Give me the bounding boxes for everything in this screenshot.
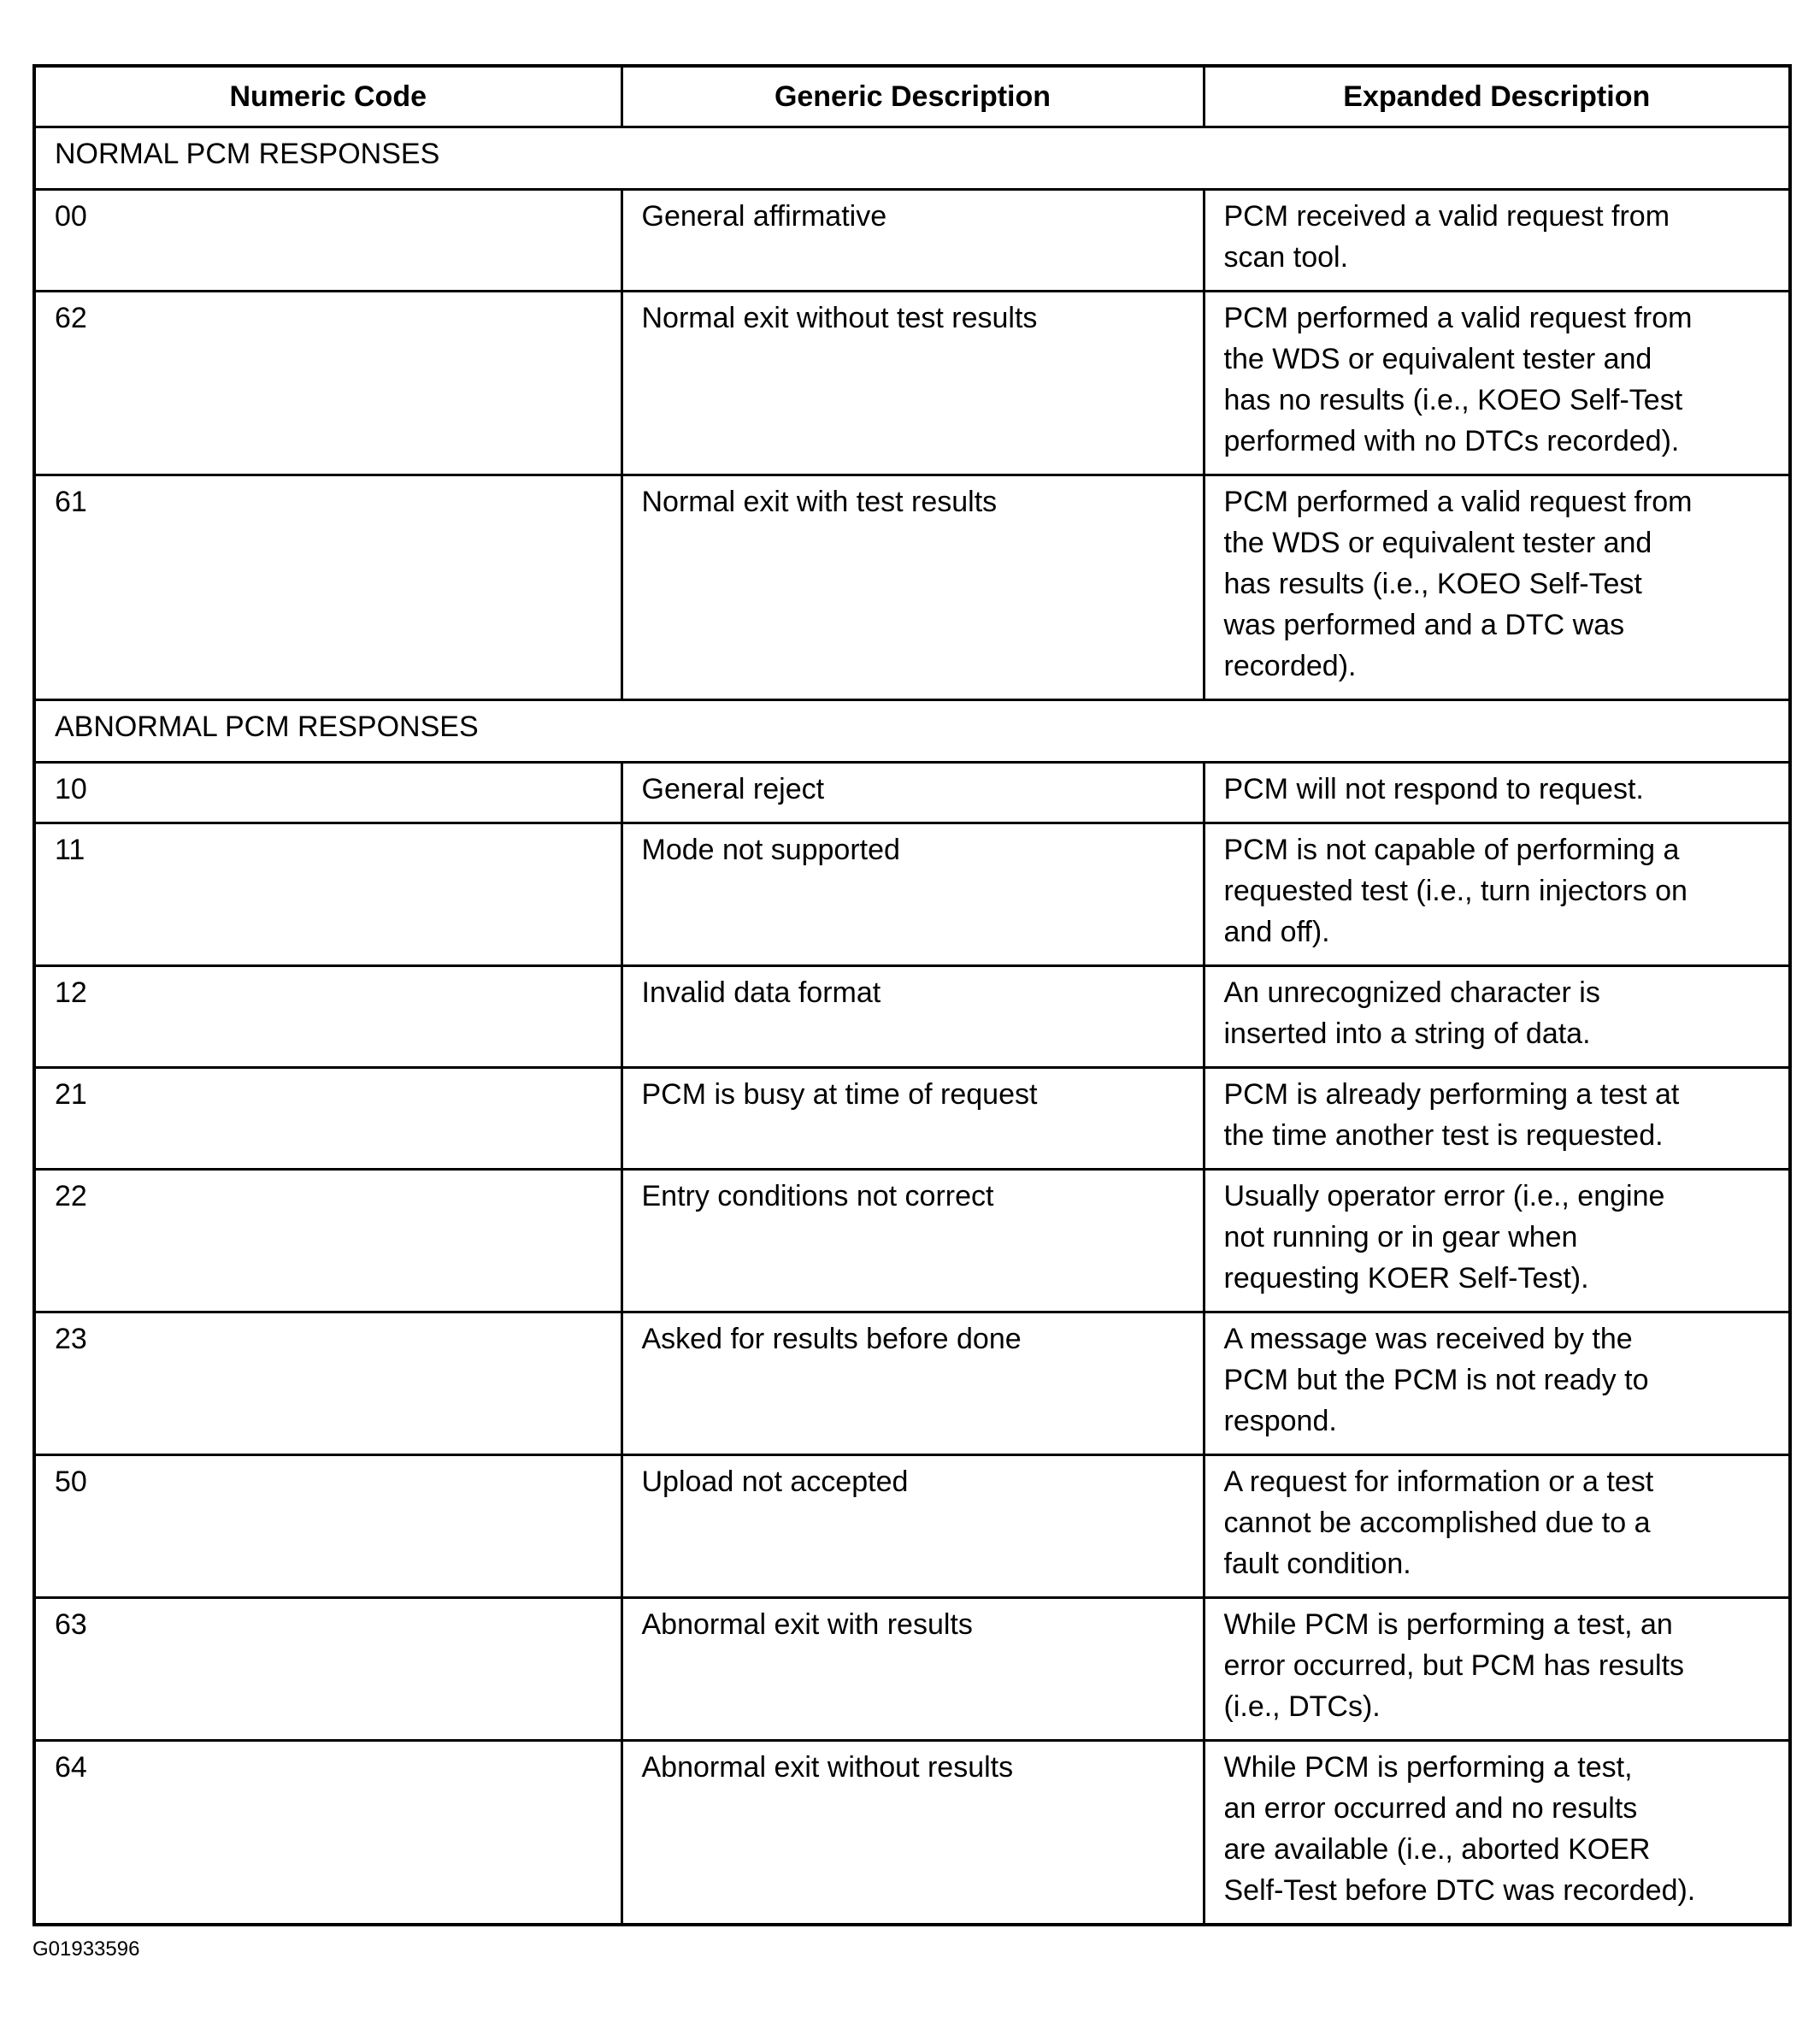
table-row: 64 Abnormal exit without results While PCM… bbox=[32, 1739, 1792, 1926]
table-row: 23 Asked for results before done A message… bbox=[32, 1311, 1792, 1456]
numeric-code-cell: 23 bbox=[32, 1311, 623, 1456]
generic-description-cell: Mode not supported bbox=[620, 822, 1205, 967]
table-row: 62 Normal exit without test results PCM pe… bbox=[32, 290, 1792, 476]
generic-description-cell: Invalid data format bbox=[620, 964, 1205, 1069]
numeric-code-cell: 22 bbox=[32, 1168, 623, 1313]
figure-id: G01933596 bbox=[32, 1937, 140, 1961]
numeric-code-cell: 64 bbox=[32, 1739, 623, 1926]
table-row: 50 Upload not accepted A request for infor… bbox=[32, 1454, 1792, 1599]
numeric-code-cell: 21 bbox=[32, 1066, 623, 1171]
section-title: ABNORMAL PCM RESPONSES bbox=[32, 699, 1792, 764]
section-title: NORMAL PCM RESPONSES bbox=[32, 126, 1792, 191]
table-row: 22 Entry conditions not correct Usually op… bbox=[32, 1168, 1792, 1313]
numeric-code-cell: 50 bbox=[32, 1454, 623, 1599]
table-row: 11 Mode not supported PCM is not capable o… bbox=[32, 822, 1792, 967]
generic-description-cell: General reject bbox=[620, 761, 1205, 824]
numeric-code-cell: 61 bbox=[32, 474, 623, 701]
numeric-code-cell: 62 bbox=[32, 290, 623, 476]
generic-description-cell: Abnormal exit without results bbox=[620, 1739, 1205, 1926]
generic-description-cell: Asked for results before done bbox=[620, 1311, 1205, 1456]
generic-description-cell: General affirmative bbox=[620, 188, 1205, 292]
pcm-response-codes-table: Numeric Code Generic Description Expande… bbox=[32, 64, 1792, 1926]
generic-description-cell: Normal exit without test results bbox=[620, 290, 1205, 476]
table-row: 21 PCM is busy at time of request PCM is a… bbox=[32, 1066, 1792, 1171]
numeric-code-cell: 12 bbox=[32, 964, 623, 1069]
table-row: 10 General reject PCM will not respond to … bbox=[32, 761, 1792, 824]
expanded-description-cell: PCM performed a valid request from the W… bbox=[1202, 290, 1792, 476]
header-numeric-code: Numeric Code bbox=[32, 64, 623, 128]
expanded-description-cell: PCM is already performing a test at the … bbox=[1202, 1066, 1792, 1171]
generic-description-cell: Normal exit with test results bbox=[620, 474, 1205, 701]
expanded-description-cell: PCM performed a valid request from the W… bbox=[1202, 474, 1792, 701]
numeric-code-cell: 10 bbox=[32, 761, 623, 824]
section-row: ABNORMAL PCM RESPONSES bbox=[32, 699, 1792, 764]
generic-description-cell: PCM is busy at time of request bbox=[620, 1066, 1205, 1171]
table-row: 63 Abnormal exit with results While PCM is… bbox=[32, 1596, 1792, 1742]
header-row: Numeric Code Generic Description Expande… bbox=[32, 64, 1792, 128]
numeric-code-cell: 00 bbox=[32, 188, 623, 292]
section-row: NORMAL PCM RESPONSES bbox=[32, 126, 1792, 191]
expanded-description-cell: While PCM is performing a test, an error… bbox=[1202, 1596, 1792, 1742]
generic-description-cell: Upload not accepted bbox=[620, 1454, 1205, 1599]
expanded-description-cell: A request for information or a test cann… bbox=[1202, 1454, 1792, 1599]
expanded-description-cell: PCM will not respond to request. bbox=[1202, 761, 1792, 824]
table-row: 61 Normal exit with test results PCM perfo… bbox=[32, 474, 1792, 701]
generic-description-cell: Entry conditions not correct bbox=[620, 1168, 1205, 1313]
expanded-description-cell: PCM is not capable of performing a reque… bbox=[1202, 822, 1792, 967]
numeric-code-cell: 11 bbox=[32, 822, 623, 967]
expanded-description-cell: A message was received by the PCM but th… bbox=[1202, 1311, 1792, 1456]
expanded-description-cell: An unrecognized character is inserted in… bbox=[1202, 964, 1792, 1069]
expanded-description-cell: PCM received a valid request from scan t… bbox=[1202, 188, 1792, 292]
numeric-code-cell: 63 bbox=[32, 1596, 623, 1742]
header-generic-description: Generic Description bbox=[620, 64, 1205, 128]
table-row: 12 Invalid data format An unrecognized cha… bbox=[32, 964, 1792, 1069]
expanded-description-cell: While PCM is performing a test, an error… bbox=[1202, 1739, 1792, 1926]
header-expanded-description: Expanded Description bbox=[1202, 64, 1792, 128]
generic-description-cell: Abnormal exit with results bbox=[620, 1596, 1205, 1742]
table-row: 00 General affirmative PCM received a vali… bbox=[32, 188, 1792, 292]
expanded-description-cell: Usually operator error (i.e., engine not… bbox=[1202, 1168, 1792, 1313]
